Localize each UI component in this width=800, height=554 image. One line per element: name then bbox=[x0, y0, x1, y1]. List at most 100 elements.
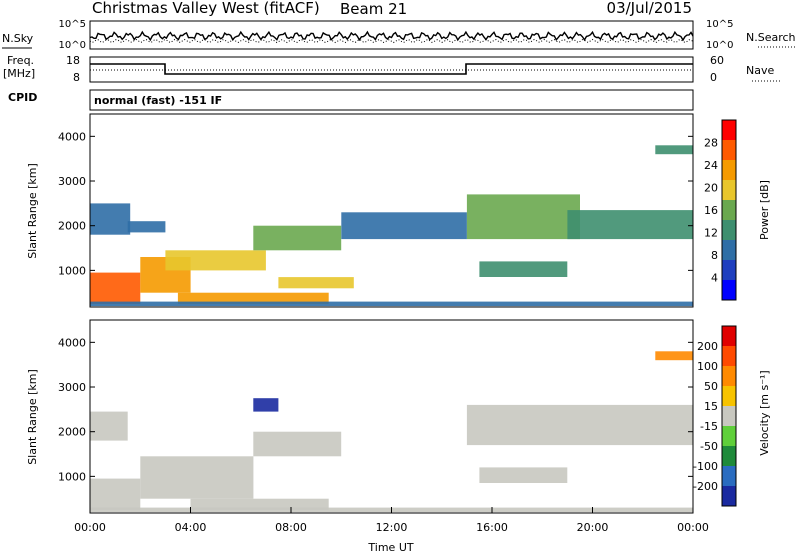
velocity-colorbar-tick-label: -200 bbox=[693, 480, 718, 493]
power-colorbar-frame bbox=[721, 119, 737, 301]
power-ytick-label: 2000 bbox=[58, 220, 86, 233]
x-axis-label: Time UT bbox=[367, 541, 413, 554]
velocity-colorbar-segment bbox=[722, 406, 736, 426]
beam-label: Beam 21 bbox=[340, 0, 407, 18]
power-colorbar-tick-label: 16 bbox=[704, 204, 718, 217]
noise-sky-trace bbox=[89, 30, 694, 42]
power-ytick-label: 4000 bbox=[58, 130, 86, 143]
velocity-ytick-label: 4000 bbox=[58, 336, 86, 349]
velocity-echo-region bbox=[479, 467, 568, 483]
velocity-colorbar-segment bbox=[722, 346, 736, 366]
velocity-ytick-label: 1000 bbox=[58, 470, 86, 483]
x-tick-label: 16:00 bbox=[476, 521, 508, 534]
power-colorbar-segment bbox=[722, 160, 736, 180]
power-colorbar-segment bbox=[722, 260, 736, 280]
velocity-colorbar-tick-label: 50 bbox=[704, 380, 718, 393]
power-echo-region bbox=[90, 301, 693, 307]
power-echo-region bbox=[655, 145, 693, 155]
velocity-colorbar-segment bbox=[722, 386, 736, 406]
power-colorbar-tick-label: 20 bbox=[704, 182, 718, 195]
velocity-colorbar-segment bbox=[722, 366, 736, 386]
power-echo-region bbox=[341, 212, 467, 240]
x-tick-label: 20:00 bbox=[577, 521, 609, 534]
n-sky-tick-top: 10^5 bbox=[59, 19, 86, 30]
power-echo-region bbox=[127, 221, 166, 233]
n-sky-label: N.Sky bbox=[2, 32, 34, 45]
velocity-colorbar-segment bbox=[722, 326, 736, 346]
cpid-label: CPID bbox=[8, 91, 37, 104]
velocity-colorbar-frame bbox=[721, 325, 737, 507]
velocity-echo-region bbox=[466, 404, 693, 446]
power-echo-region bbox=[165, 250, 266, 271]
power-colorbar-segment bbox=[722, 220, 736, 240]
cpid-text: normal (fast) -151 IF bbox=[94, 94, 222, 107]
freq-label: Freq. bbox=[7, 54, 34, 67]
velocity-colorbar-segment bbox=[722, 446, 736, 466]
power-ytick-label: 3000 bbox=[58, 175, 86, 188]
x-tick-label: 00:00 bbox=[74, 521, 106, 534]
power-colorbar-segment bbox=[722, 120, 736, 140]
power-echo-region bbox=[567, 210, 693, 240]
freq-tick-top: 18 bbox=[66, 54, 80, 67]
power-panel: 1000 2000 3000 4000 Slant Range [km] 4 8 12 16… bbox=[26, 113, 771, 308]
velocity-echo-region bbox=[140, 456, 254, 499]
velocity-echo-region bbox=[655, 351, 693, 361]
velocity-ylabel: Slant Range [km] bbox=[26, 369, 39, 465]
power-colorbar-segment bbox=[722, 240, 736, 260]
velocity-ytick-label: 3000 bbox=[58, 381, 86, 394]
velocity-colorbar-tick-label: 15 bbox=[704, 400, 718, 413]
power-echo-region bbox=[90, 272, 141, 304]
power-ylabel: Slant Range [km] bbox=[26, 163, 39, 259]
nave-label: Nave bbox=[746, 64, 774, 77]
frequency-trace bbox=[90, 63, 693, 75]
velocity-colorbar-tick-label: -15 bbox=[700, 420, 718, 433]
n-search-label: N.Search bbox=[746, 31, 796, 44]
power-echo-region bbox=[253, 225, 342, 251]
velocity-echo-region bbox=[190, 498, 329, 510]
power-colorbar-segment bbox=[722, 180, 736, 200]
velocity-echo-region bbox=[90, 478, 141, 510]
power-colorbar-tick-label: 8 bbox=[711, 249, 718, 262]
noise-panel: N.Sky 10^5 10^0 10^5 10^0 N.Search bbox=[2, 19, 796, 51]
cpid-panel: CPID normal (fast) -151 IF bbox=[8, 89, 694, 111]
power-colorbar-tick-label: 4 bbox=[711, 272, 718, 285]
power-colorbar-segment bbox=[722, 280, 736, 300]
velocity-colorbar-segment bbox=[722, 426, 736, 446]
date-label: 03/Jul/2015 bbox=[607, 0, 692, 17]
x-tick-label: 04:00 bbox=[175, 521, 207, 534]
velocity-colorbar-segment bbox=[722, 486, 736, 506]
velocity-cbar-label: Velocity [m s⁻¹] bbox=[758, 370, 771, 455]
velocity-echo-region bbox=[90, 411, 128, 441]
velocity-echo-region bbox=[253, 398, 279, 412]
n-sky-tick-bottom: 10^0 bbox=[59, 40, 86, 51]
x-tick-label: 12:00 bbox=[376, 521, 408, 534]
power-colorbar-segment bbox=[722, 200, 736, 220]
velocity-echo-region bbox=[253, 431, 342, 457]
velocity-colorbar-tick-label: 100 bbox=[697, 360, 718, 373]
power-colorbar-tick-label: 28 bbox=[704, 137, 718, 150]
velocity-colorbar-tick-label: 200 bbox=[697, 340, 718, 353]
frequency-panel: Freq. [MHz] 18 8 60 0 Nave bbox=[3, 54, 780, 84]
power-colorbar-segment bbox=[722, 140, 736, 160]
nave-tick-bottom: 0 bbox=[710, 71, 717, 84]
power-ytick-label: 1000 bbox=[58, 264, 86, 277]
velocity-panel: 1000 2000 3000 4000 Slant Range [km] 200 100… bbox=[26, 319, 771, 554]
power-echo-region bbox=[466, 194, 580, 240]
x-tick-label: 08:00 bbox=[275, 521, 307, 534]
velocity-colorbar-tick-label: -100 bbox=[693, 460, 718, 473]
n-search-tick-bottom: 10^0 bbox=[706, 40, 733, 51]
noise-search-trace bbox=[89, 38, 694, 44]
power-colorbar-tick-label: 24 bbox=[704, 159, 718, 172]
site-title: Christmas Valley West (fitACF) bbox=[92, 0, 320, 17]
power-cbar-label: Power [dB] bbox=[758, 180, 771, 240]
n-search-tick-top: 10^5 bbox=[706, 19, 733, 30]
x-tick-label: 00:00 bbox=[677, 521, 709, 534]
freq-tick-bottom: 8 bbox=[73, 71, 80, 84]
velocity-colorbar-tick-label: -50 bbox=[700, 440, 718, 453]
velocity-ytick-label: 2000 bbox=[58, 426, 86, 439]
power-echo-region bbox=[278, 277, 354, 289]
freq-unit-label: [MHz] bbox=[3, 67, 35, 80]
power-echo-region bbox=[177, 292, 329, 304]
power-colorbar-tick-label: 12 bbox=[704, 227, 718, 240]
